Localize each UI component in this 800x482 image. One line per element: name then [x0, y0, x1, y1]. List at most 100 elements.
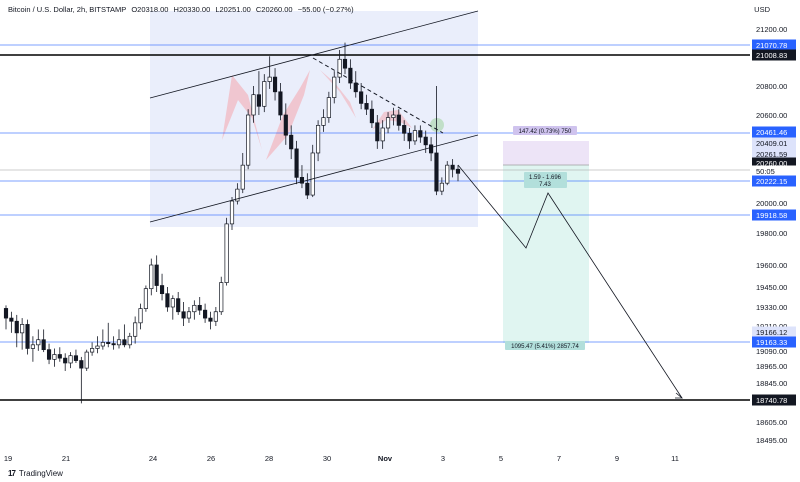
- time-tick-label: 21: [62, 454, 70, 463]
- price-label-box: [752, 39, 796, 51]
- candlestick-series: [3, 42, 461, 404]
- price-label-text: 21008.83: [756, 51, 787, 60]
- candle-body: [20, 324, 25, 334]
- time-tick-label: Nov: [378, 454, 393, 463]
- time-tick-label: 5: [499, 454, 503, 463]
- candle-body: [63, 357, 68, 364]
- candle-body: [122, 339, 127, 346]
- price-tick-label: 19330.00: [756, 303, 787, 312]
- candle-body: [305, 182, 310, 196]
- currency-label: USD: [754, 5, 770, 14]
- candle-body: [262, 81, 267, 107]
- candle-body: [375, 122, 380, 142]
- drawing-lines: [149, 10, 684, 399]
- stop-label-box: [513, 126, 577, 135]
- stop-zone: [503, 141, 589, 165]
- price-axis: 21200.00 20800.00 20600.00 20000.00 19800.00…: [750, 0, 800, 482]
- candle-body: [41, 339, 46, 351]
- candle-body: [36, 339, 41, 346]
- candle-body: [348, 67, 353, 84]
- candle-body: [30, 344, 35, 349]
- candle-body: [9, 317, 14, 322]
- price-label-text: 19166.12: [756, 328, 787, 337]
- candle-body: [111, 343, 116, 346]
- candle-body: [396, 114, 401, 126]
- candle-body: [434, 152, 439, 192]
- time-tick-label: 9: [615, 454, 619, 463]
- candle-body: [326, 97, 331, 118]
- price-label-box: [752, 326, 796, 338]
- price-label-text: 18740.78: [756, 396, 787, 405]
- pattern-zone: [372, 110, 412, 130]
- pattern-zone: [222, 75, 262, 150]
- symbol-title: Bitcoin / U.S. Dollar, 2h, BITSTAMP: [8, 5, 127, 14]
- candle-body: [57, 354, 62, 359]
- candle-body: [278, 91, 283, 116]
- price-tick-label: 18845.00: [756, 379, 787, 388]
- time-axis: 19 21 24 26 28 30 Nov 3 5 7 9 11: [4, 454, 679, 463]
- low-value: L20251.00: [215, 5, 251, 14]
- candle-body: [90, 348, 95, 353]
- price-tick-label: 20800.00: [756, 82, 787, 91]
- candle-body: [213, 311, 218, 322]
- candle-body: [294, 148, 299, 178]
- candle-body: [68, 355, 73, 364]
- price-label-text: 19163.33: [756, 338, 787, 347]
- candle-body: [402, 125, 407, 134]
- candle-body: [192, 304, 197, 313]
- candle-body: [235, 188, 240, 202]
- candle-body: [310, 152, 315, 196]
- price-label-box: [752, 209, 796, 221]
- price-tick-label: 19090.00: [756, 347, 787, 356]
- candle-body: [133, 322, 138, 337]
- price-label-box: [752, 336, 796, 348]
- candle-body: [149, 264, 154, 290]
- candle-body: [116, 339, 122, 346]
- candle-body: [186, 311, 192, 319]
- close-value: C20260.00: [255, 5, 293, 14]
- candle-body: [450, 164, 455, 170]
- candle-body: [359, 91, 364, 104]
- price-label-box: [752, 126, 796, 138]
- candle-body: [100, 342, 105, 347]
- candle-body: [52, 354, 57, 360]
- price-label-text: 20222.15: [756, 177, 787, 186]
- projection-arrowhead: [675, 392, 684, 399]
- candle-body: [73, 355, 79, 361]
- time-tick-label: 3: [441, 454, 445, 463]
- candle-body: [229, 200, 235, 225]
- price-tick-label: 21200.00: [756, 25, 787, 34]
- candle-body: [353, 82, 358, 93]
- candle-body: [321, 117, 326, 126]
- candle-body: [208, 317, 213, 322]
- tradingview-icon: 17: [8, 469, 16, 478]
- logo-text: TradingView: [18, 469, 63, 478]
- candle-body: [429, 144, 434, 154]
- high-value: H20330.00: [173, 5, 211, 14]
- price-label-box: [752, 394, 796, 406]
- candle-body: [203, 309, 208, 319]
- price-tick-label: 20600.00: [756, 111, 787, 120]
- change-value: −55.00 (−0.27%): [297, 5, 354, 14]
- ratio-label-box: [524, 172, 567, 188]
- candle-body: [364, 103, 369, 110]
- candle-body: [159, 285, 165, 295]
- candle-body: [14, 320, 19, 334]
- candle-body: [127, 335, 132, 346]
- drawing-fills: [150, 11, 589, 343]
- candle-body: [251, 94, 256, 116]
- price-tick-label: 19450.00: [756, 283, 787, 292]
- stop-label: 147.42 (0.73%) 750: [519, 129, 572, 135]
- open-value: O20318.00: [131, 5, 169, 14]
- price-tick-label: 18495.00: [756, 436, 787, 445]
- candle-body: [219, 282, 224, 313]
- tradingview-logo[interactable]: 17 TradingView: [8, 469, 63, 478]
- candle-body: [391, 114, 396, 118]
- ratio-label: 1.59 - 1.696: [529, 175, 562, 181]
- candle-body: [407, 132, 412, 142]
- candle-body: [106, 342, 111, 344]
- candle-body: [165, 293, 170, 308]
- price-label-text: 20261.59: [756, 150, 787, 159]
